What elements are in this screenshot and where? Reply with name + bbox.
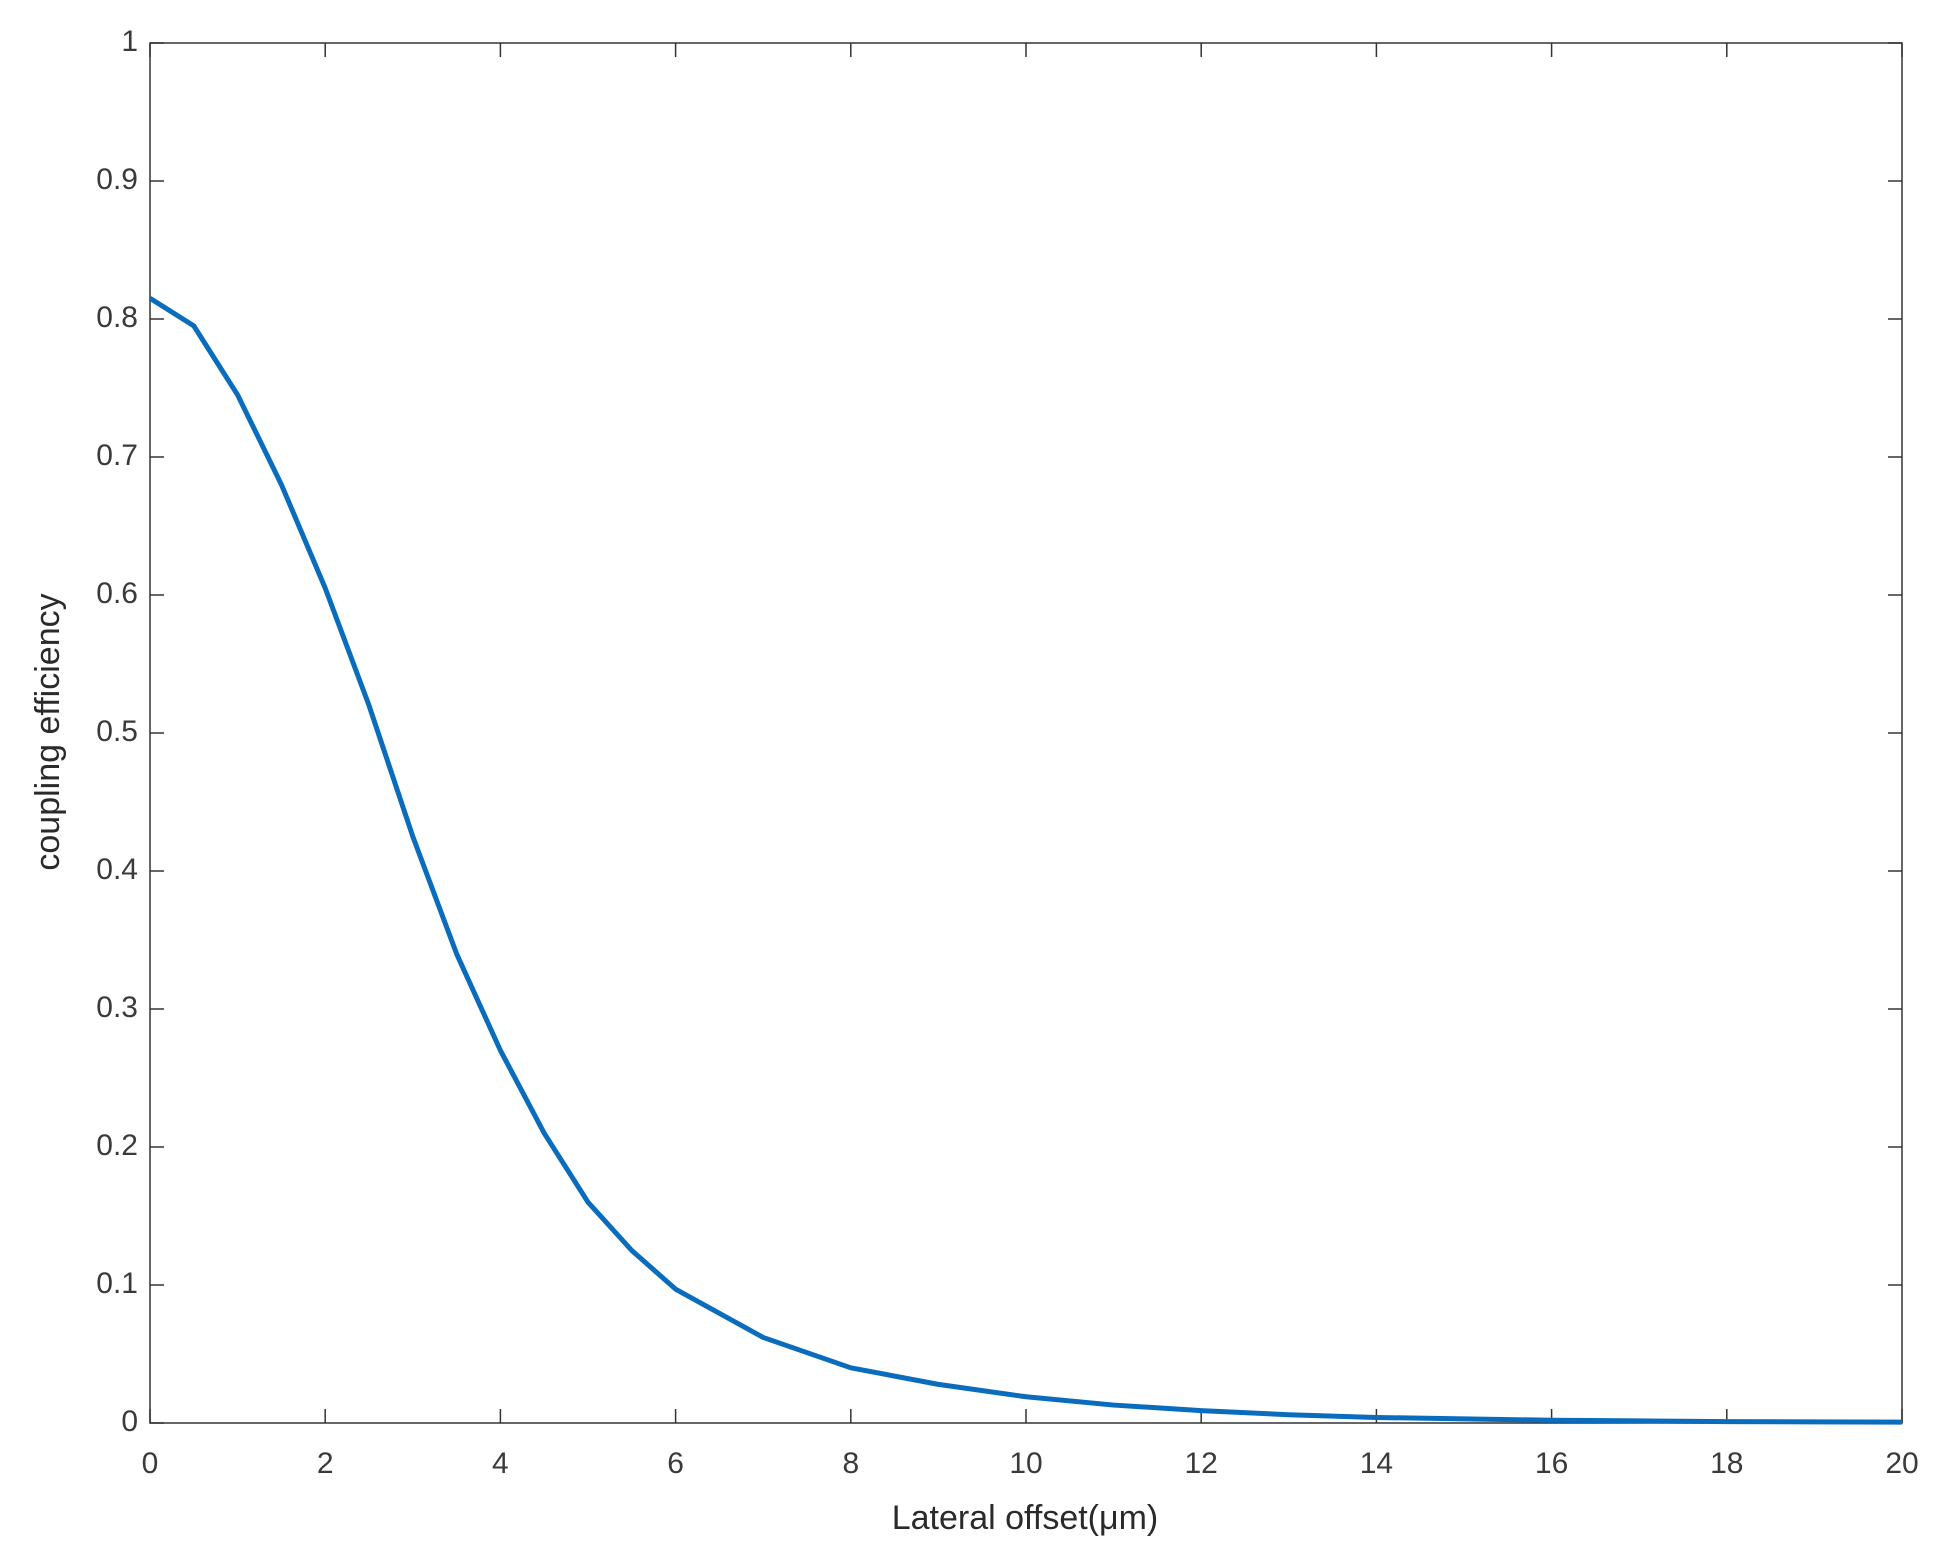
line-series — [148, 296, 1903, 1425]
x-axis-label: Lateral offset(μm) — [892, 1499, 1159, 1537]
y-tick-label: 0.5 — [96, 715, 138, 748]
y-axis-label: coupling efficiency — [29, 593, 67, 870]
x-tick-label: 14 — [1360, 1447, 1393, 1480]
y-tick-label: 1 — [121, 25, 138, 58]
x-tick-label: 8 — [842, 1447, 859, 1480]
x-tick-label: 16 — [1535, 1447, 1568, 1480]
x-tick-label: 12 — [1185, 1447, 1218, 1480]
x-tick-label: 2 — [317, 1447, 334, 1480]
y-tick-label: 0.3 — [96, 991, 138, 1024]
y-tick-label: 0.1 — [96, 1267, 138, 1300]
x-tick-label: 20 — [1885, 1447, 1918, 1480]
x-tick-label: 18 — [1710, 1447, 1743, 1480]
y-tick-label: 0.8 — [96, 301, 138, 334]
x-tick-label: 4 — [492, 1447, 509, 1480]
x-tick-label: 6 — [667, 1447, 684, 1480]
y-tick-label: 0.4 — [96, 853, 138, 886]
y-tick-label: 0.2 — [96, 1129, 138, 1162]
y-tick-label: 0.9 — [96, 163, 138, 196]
x-tick-label: 10 — [1009, 1447, 1042, 1480]
y-tick-label: 0.7 — [96, 439, 138, 472]
x-tick-label: 0 — [142, 1447, 159, 1480]
y-tick-label: 0.6 — [96, 577, 138, 610]
y-tick-label: 0 — [121, 1405, 138, 1438]
